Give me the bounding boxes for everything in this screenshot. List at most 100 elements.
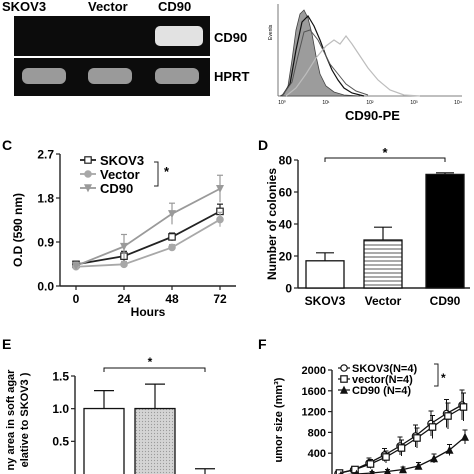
chart-d-bar-0	[305, 260, 345, 289]
chart-c-point-2-2	[167, 210, 177, 219]
chart-f-legend-marker-2	[339, 385, 349, 394]
chart-c-point-2-0	[71, 262, 81, 271]
chart-c-xtick-2: 48	[165, 292, 179, 306]
chart-d-significance-bracket	[324, 157, 446, 162]
chart-d-ytick-0: 0	[285, 281, 292, 295]
flow-xtick-4: 10⁴	[454, 100, 462, 106]
chart-c-ylabel: O.D (590 nm)	[11, 193, 25, 267]
flow-xtick-3: 10³	[410, 100, 418, 106]
chart-f-legend-marker-0	[340, 364, 348, 372]
chart-f-ytick-4: 2000	[302, 365, 326, 377]
gel-row-label-cd90: CD90	[214, 30, 247, 45]
chart-e-ytick-2: 1.5	[52, 369, 69, 383]
panel-label-d: D	[258, 137, 268, 153]
chart-c-line-0	[75, 210, 221, 266]
chart-f-point-2-4	[398, 465, 408, 474]
chart-f-point-2-7	[445, 445, 454, 454]
flow-histogram: Events 10⁰ 10¹ 10² 10³ 10⁴ CD90-PE	[268, 4, 462, 123]
chart-f-point-1-5	[413, 434, 421, 442]
chart-e-significance-bracket	[103, 367, 206, 372]
chart-f-significance-bracket	[434, 363, 439, 387]
chart-c-point-2-3	[215, 185, 225, 194]
chart-c-xlabel: Hours	[131, 305, 166, 319]
chart-e-ylabel-line1: ny area in soft agar	[5, 369, 17, 471]
chart-f-legend-marker-1	[340, 375, 348, 383]
chart-e-bar-1	[134, 407, 176, 474]
chart-d-xtick-0: SKOV3	[305, 294, 346, 308]
chart-d-xtick-1: Vector	[365, 294, 402, 308]
chart-c-significance: *	[164, 164, 170, 179]
chart-f-point-1-7	[444, 412, 452, 420]
flow-cd90-line	[285, 35, 421, 97]
panel-label-c: C	[2, 137, 12, 153]
gel-band-hprt-1	[22, 68, 66, 84]
chart-d-ylabel: Number of colonies	[265, 168, 279, 280]
flow-xtick-0: 10⁰	[278, 100, 286, 106]
chart-d-bar-1	[363, 239, 403, 289]
chart-e-significance: *	[148, 355, 153, 369]
chart-c-point-1-2	[168, 243, 176, 252]
chart-c-legend-marker-0	[84, 156, 92, 164]
gel-band-hprt-2	[88, 68, 132, 84]
flow-ylabel: Events	[268, 24, 274, 40]
gel-band-cd90	[155, 26, 203, 46]
chart-c-line-2	[75, 187, 221, 267]
chart-c-point-0-2	[168, 233, 176, 241]
chart-e-ytick-0: 0.5	[52, 435, 69, 449]
chart-f-point-1-4	[397, 444, 406, 452]
flow-xtick-2: 10²	[366, 100, 374, 106]
chart-f-tumor-size: F umor size (mm³) 400 800 1200 1600 2000 SKOV…	[258, 336, 470, 474]
chart-d-ytick-3: 60	[279, 185, 293, 199]
chart-d-colonies: D Number of colonies 0 20 40 60 80 SKOV3 Vecto…	[258, 137, 470, 308]
chart-e-bar-0	[83, 407, 125, 474]
chart-f-point-1-6	[428, 423, 437, 431]
chart-d-significance: *	[382, 145, 388, 160]
chart-c-point-2-1	[119, 242, 129, 251]
chart-c-xtick-0: 0	[73, 292, 80, 306]
chart-f-ytick-0: 400	[308, 448, 326, 460]
chart-c-legend-label-1: Vector	[100, 167, 140, 182]
chart-f-legend-label-1: vector(N=4)	[352, 374, 413, 386]
chart-c-xtick-1: 24	[117, 292, 131, 306]
chart-f-legend-label-2: CD90 (N=4)	[352, 385, 411, 397]
chart-f-legend-label-0: SKOV3(N=4)	[352, 363, 417, 375]
chart-c-ytick-1: 0.9	[37, 235, 54, 249]
chart-f-point-1-0	[335, 469, 344, 474]
panel-label-f: F	[258, 336, 267, 352]
chart-f-point-1-8	[459, 403, 468, 411]
chart-e-soft-agar: E ny area in soft agar elative to SKOV3 …	[2, 336, 215, 474]
chart-f-ytick-2: 1200	[302, 407, 326, 419]
panel-label-e: E	[2, 336, 11, 352]
chart-f-point-1-2	[366, 460, 375, 468]
chart-c-point-1-1	[120, 260, 128, 269]
chart-c-growth-curve: C O.D (590 nm) Hours * 0.0 0.9 1.8 2.7 0 24 48…	[2, 137, 236, 319]
chart-c-significance-bracket	[154, 161, 159, 187]
chart-c-ytick-2: 1.8	[37, 191, 54, 205]
chart-f-ytick-1: 800	[308, 427, 326, 439]
lane-label-cd90: CD90	[158, 0, 191, 14]
gel-row-label-hprt: HPRT	[214, 69, 249, 84]
chart-c-legend-marker-1	[84, 170, 92, 178]
flow-xtick-1: 10¹	[322, 100, 330, 106]
chart-f-point-2-3	[384, 467, 391, 474]
chart-c-ytick-0: 0.0	[37, 279, 54, 293]
chart-e-ylabel-line2: elative to SKOV3 )	[19, 372, 31, 467]
chart-f-ytick-3: 1600	[302, 386, 326, 398]
chart-d-ytick-1: 20	[279, 249, 293, 263]
flow-xlabel: CD90-PE	[345, 108, 400, 123]
chart-d-bar-2	[425, 173, 465, 289]
chart-f-point-2-0	[339, 470, 343, 474]
lane-label-skov3: SKOV3	[2, 0, 46, 14]
lane-label-vector: Vector	[88, 0, 128, 14]
chart-f-point-2-6	[429, 454, 439, 463]
chart-f-ylabel: umor size (mm³)	[273, 377, 285, 462]
gel-band-hprt-3	[155, 68, 199, 84]
flow-vector-line	[281, 29, 369, 97]
chart-c-xtick-3: 72	[213, 292, 227, 306]
chart-c-legend-marker-2	[83, 184, 93, 193]
flow-skov3-line	[281, 15, 365, 97]
chart-f-significance: *	[441, 371, 446, 385]
chart-d-ytick-4: 80	[279, 153, 293, 167]
chart-f-point-2-1	[354, 469, 359, 474]
chart-c-legend-label-2: CD90	[100, 181, 133, 196]
